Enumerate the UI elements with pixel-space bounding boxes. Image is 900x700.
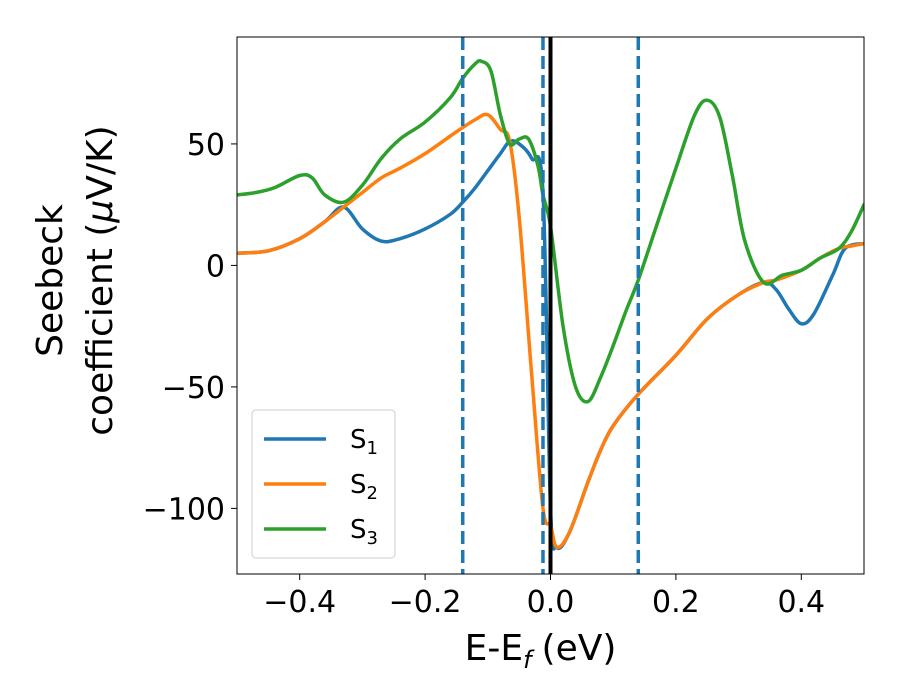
x-tick-label: 0.4 <box>777 585 825 620</box>
series-line-s3 <box>237 59 864 404</box>
y-axis-ticks: −100 −50 0 50 <box>143 128 237 527</box>
y-axis-label-line2: coefficient (μV/K) <box>80 125 121 435</box>
legend-items: S1 S2 S3 <box>264 425 378 549</box>
x-axis-ticks: −0.4 −0.2 0.0 0.2 0.4 <box>263 574 825 620</box>
legend-label-s1: S1 <box>350 425 378 459</box>
legend: S1 S2 S3 <box>251 409 396 559</box>
x-tick-label: −0.2 <box>389 585 462 620</box>
y-axis-label-unit: V/K) <box>80 125 121 199</box>
legend-label-s2: S2 <box>350 470 378 504</box>
series-line-s1 <box>237 139 864 551</box>
x-axis-label-main: E-E <box>465 628 523 669</box>
y-axis-label-text: coefficient ( <box>80 223 121 436</box>
x-axis-label-sub: f <box>523 646 535 674</box>
y-axis-label: Seebeck coefficient (μV/K) <box>30 125 121 435</box>
y-axis-label-line1: Seebeck <box>30 204 71 357</box>
y-tick-label: 50 <box>187 128 225 163</box>
y-tick-label: −50 <box>162 371 225 406</box>
x-tick-label: 0.2 <box>652 585 700 620</box>
y-tick-label: −100 <box>143 492 225 527</box>
x-axis-label-unit: (eV) <box>542 628 617 669</box>
x-tick-label: 0.0 <box>527 585 575 620</box>
x-axis-label: E-Ef (eV) <box>465 628 617 674</box>
y-tick-label: 0 <box>206 249 225 284</box>
x-tick-label: −0.4 <box>263 585 336 620</box>
y-axis-label-mu: μ <box>80 200 121 224</box>
legend-label-s3: S3 <box>350 515 378 549</box>
series-line-s2 <box>237 112 864 550</box>
data-layer <box>237 59 864 551</box>
